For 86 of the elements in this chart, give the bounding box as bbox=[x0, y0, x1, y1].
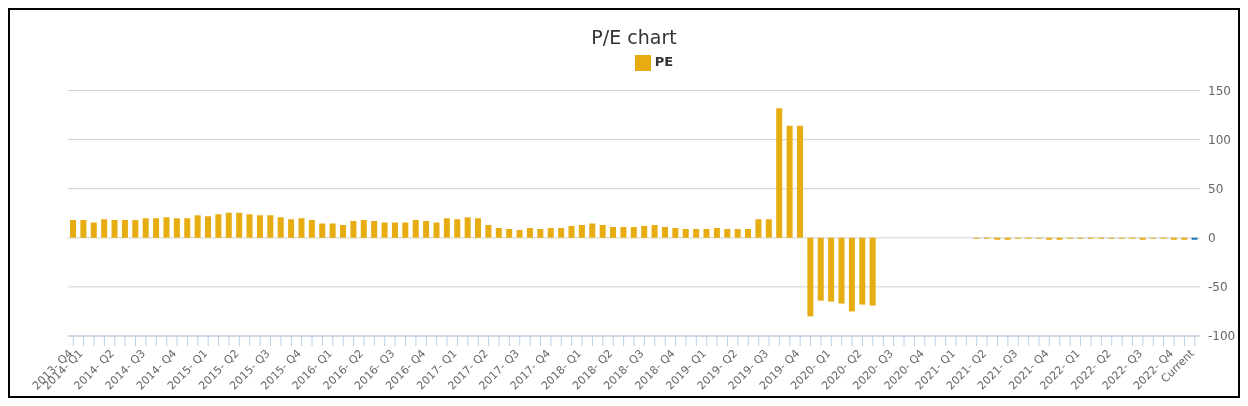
bar bbox=[319, 223, 326, 238]
bar bbox=[329, 223, 336, 238]
bar bbox=[163, 217, 170, 238]
bar bbox=[391, 222, 398, 238]
bar bbox=[506, 228, 513, 238]
bar bbox=[776, 108, 783, 238]
y-tick-label: 0 bbox=[1208, 231, 1216, 246]
bar bbox=[796, 125, 803, 238]
bar bbox=[734, 228, 741, 238]
bar bbox=[215, 214, 222, 238]
bar bbox=[256, 215, 263, 238]
bar bbox=[381, 222, 388, 238]
bar bbox=[869, 237, 876, 306]
bar bbox=[288, 219, 295, 238]
bar bbox=[90, 222, 97, 238]
bar bbox=[828, 237, 835, 302]
y-tick-label: 150 bbox=[1208, 83, 1231, 98]
bar bbox=[360, 220, 367, 238]
bar bbox=[641, 226, 648, 238]
bar bbox=[132, 220, 139, 238]
legend-label: PE bbox=[654, 54, 674, 69]
bar bbox=[443, 218, 450, 238]
y-tick-label: -100 bbox=[1208, 329, 1236, 344]
bar bbox=[724, 228, 731, 238]
bar bbox=[807, 237, 814, 317]
bar bbox=[101, 219, 108, 238]
bar bbox=[464, 217, 471, 238]
bar bbox=[433, 222, 440, 238]
bar bbox=[620, 227, 627, 238]
bar bbox=[350, 221, 357, 238]
bar bbox=[246, 214, 253, 238]
bar bbox=[713, 227, 720, 238]
bar bbox=[703, 228, 710, 238]
bar bbox=[682, 228, 689, 238]
bar bbox=[298, 218, 305, 238]
bar bbox=[423, 221, 430, 238]
bar bbox=[610, 227, 617, 238]
bar bbox=[173, 218, 180, 238]
bar bbox=[308, 220, 315, 238]
bar bbox=[755, 219, 762, 238]
bar bbox=[402, 222, 409, 238]
y-tick-label: 100 bbox=[1208, 132, 1231, 147]
bar bbox=[765, 219, 772, 238]
bar bbox=[121, 220, 128, 238]
bar bbox=[205, 216, 212, 238]
y-tick-label: 50 bbox=[1208, 181, 1224, 196]
bar bbox=[817, 237, 824, 301]
bar bbox=[70, 220, 76, 238]
bar bbox=[651, 225, 658, 238]
bar bbox=[142, 218, 149, 238]
bar bbox=[340, 225, 347, 238]
bar bbox=[630, 227, 637, 238]
bar bbox=[516, 229, 523, 238]
chart-title: P/E chart bbox=[590, 26, 678, 48]
bar bbox=[526, 227, 533, 238]
bar bbox=[672, 227, 679, 238]
bar bbox=[454, 219, 461, 238]
bar bbox=[661, 227, 668, 238]
bar bbox=[838, 237, 845, 304]
bar bbox=[537, 228, 544, 238]
bar bbox=[495, 227, 502, 238]
bar bbox=[236, 212, 243, 238]
bar bbox=[277, 217, 284, 238]
bar bbox=[475, 218, 482, 238]
bar bbox=[859, 237, 866, 305]
bar bbox=[693, 228, 700, 238]
bar bbox=[225, 212, 232, 238]
bar bbox=[578, 225, 585, 238]
bar bbox=[371, 221, 378, 238]
bar bbox=[745, 228, 752, 238]
y-tick-label: -50 bbox=[1208, 280, 1228, 295]
bar bbox=[599, 225, 606, 238]
bar bbox=[184, 218, 191, 238]
bar bbox=[568, 226, 575, 238]
bar bbox=[412, 220, 419, 238]
bar bbox=[153, 218, 160, 238]
bar bbox=[558, 227, 565, 238]
bar bbox=[485, 225, 492, 238]
bar bbox=[80, 220, 87, 238]
bar bbox=[267, 215, 274, 238]
bar bbox=[848, 237, 855, 312]
bar bbox=[589, 223, 596, 238]
bar bbox=[111, 220, 118, 238]
bar bbox=[786, 125, 793, 238]
bar bbox=[547, 227, 554, 238]
bar bbox=[194, 215, 201, 238]
